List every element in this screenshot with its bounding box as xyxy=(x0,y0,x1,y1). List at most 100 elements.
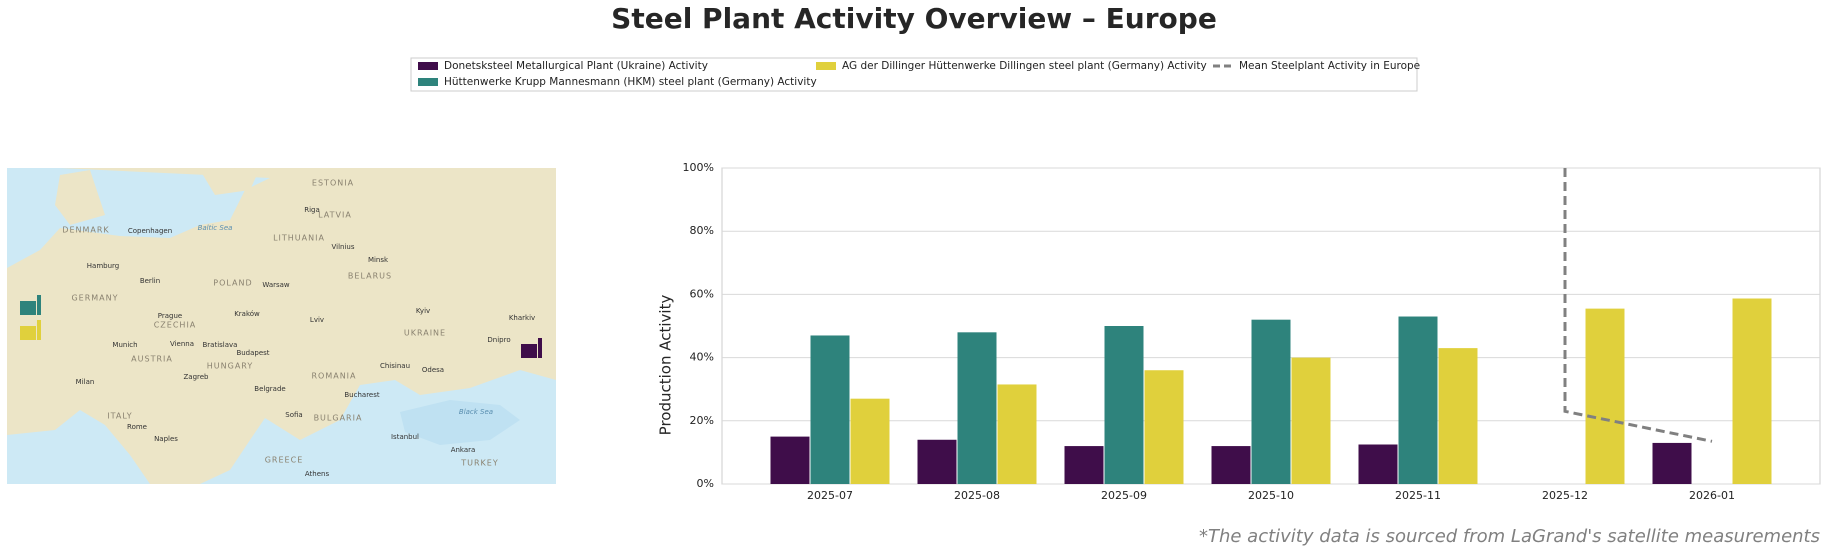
map-label: Athens xyxy=(305,470,330,478)
map-label: Bratislava xyxy=(203,341,238,349)
map-label: ESTONIA xyxy=(312,179,354,188)
map-label: Black Sea xyxy=(459,408,493,416)
map-label: Kharkiv xyxy=(509,314,535,322)
map-label: GERMANY xyxy=(71,294,118,303)
bar xyxy=(1251,319,1291,484)
bar xyxy=(1732,298,1772,484)
x-tick-label: 2025-07 xyxy=(807,489,853,502)
map-label: DENMARK xyxy=(62,226,109,235)
map-land xyxy=(7,168,556,484)
map-label: TURKEY xyxy=(460,459,499,468)
x-tick-label: 2025-08 xyxy=(954,489,1000,502)
map-label: Budapest xyxy=(236,349,269,357)
map-label: POLAND xyxy=(213,279,252,288)
map-label: Riga xyxy=(304,206,320,214)
y-tick-label: 20% xyxy=(690,414,714,427)
x-tick-label: 2026-01 xyxy=(1689,489,1735,502)
map-baltic xyxy=(125,186,215,232)
map-label: CZECHIA xyxy=(154,321,197,330)
map-label: Sofia xyxy=(285,411,302,419)
map-label: LITHUANIA xyxy=(273,234,325,243)
map-label: Baltic Sea xyxy=(198,224,233,232)
bar xyxy=(997,384,1037,484)
bar xyxy=(770,436,810,484)
plant-chimney xyxy=(37,320,41,340)
chart-title: Steel Plant Activity Overview – Europe xyxy=(611,2,1217,35)
bar xyxy=(1064,446,1104,484)
map-label: Istanbul xyxy=(391,433,419,441)
map-label: Rome xyxy=(127,423,147,431)
map-label: GREECE xyxy=(265,456,304,465)
y-tick-label: 40% xyxy=(690,351,714,364)
plant-chimney xyxy=(538,338,542,358)
map-label: BULGARIA xyxy=(314,414,363,423)
map-label: UKRAINE xyxy=(404,329,446,338)
map-label: Zagreb xyxy=(183,373,209,381)
map-black-sea xyxy=(400,400,520,445)
map-label: Minsk xyxy=(368,256,389,264)
legend-swatch xyxy=(418,78,438,86)
map-label: Milan xyxy=(76,378,95,386)
bar xyxy=(1438,348,1478,484)
map-label: LATVIA xyxy=(318,211,352,220)
y-tick-label: 80% xyxy=(690,224,714,237)
map-label: Berlin xyxy=(140,277,160,285)
bar xyxy=(1144,370,1184,484)
bar xyxy=(917,439,957,484)
x-tick-label: 2025-11 xyxy=(1395,489,1441,502)
map-label: Copenhagen xyxy=(128,227,172,235)
map-label: AUSTRIA xyxy=(131,355,173,364)
bar xyxy=(1358,444,1398,484)
legend-label: Donetsksteel Metallurgical Plant (Ukrain… xyxy=(444,60,708,72)
plant-chimney xyxy=(37,295,41,315)
map-label: Bucharest xyxy=(344,391,379,399)
legend-box xyxy=(410,57,1418,92)
legend-label: Mean Steelplant Activity in Europe xyxy=(1239,60,1420,72)
bar xyxy=(1211,446,1251,484)
x-tick-label: 2025-09 xyxy=(1101,489,1147,502)
legend-label: AG der Dillinger Hüttenwerke Dillingen s… xyxy=(842,60,1207,72)
x-tick-label: 2025-10 xyxy=(1248,489,1294,502)
map-label: HUNGARY xyxy=(207,362,253,371)
map-label: Chisinau xyxy=(380,362,410,370)
mean-line xyxy=(1563,168,1713,443)
map-label: ITALY xyxy=(107,412,132,421)
map-label: ROMANIA xyxy=(311,372,356,381)
legend-swatch xyxy=(418,62,438,70)
map-label: Prague xyxy=(158,312,182,320)
map-label: Kraków xyxy=(234,310,260,318)
footnote: *The activity data is sourced from LaGra… xyxy=(1199,526,1820,547)
map-sweden xyxy=(200,168,260,195)
bar xyxy=(1104,326,1144,484)
map-label: Kyiv xyxy=(416,307,430,315)
y-tick-label: 60% xyxy=(690,287,714,300)
plant-icon xyxy=(20,326,36,340)
map-label: Ankara xyxy=(451,446,476,454)
bar xyxy=(957,332,997,484)
bar xyxy=(1398,316,1438,484)
bar xyxy=(1652,442,1692,484)
map-label: Lviv xyxy=(310,316,324,324)
bar xyxy=(810,335,850,484)
y-tick-label: 100% xyxy=(683,161,714,174)
map-denmark xyxy=(55,170,105,225)
map-label: Naples xyxy=(154,435,178,443)
map-label: Warsaw xyxy=(262,281,290,289)
legend-label: Hüttenwerke Krupp Mannesmann (HKM) steel… xyxy=(444,76,817,88)
map-label: Vilnius xyxy=(332,243,355,251)
bar xyxy=(850,398,890,484)
bar xyxy=(1585,308,1625,484)
map-label: Dnipro xyxy=(487,336,510,344)
legend-swatch xyxy=(816,62,836,70)
y-tick-label: 0% xyxy=(697,477,714,490)
plant-icon xyxy=(20,301,36,315)
map-label: Odesa xyxy=(422,366,444,374)
map-label: Belgrade xyxy=(254,385,285,393)
map-label: Vienna xyxy=(170,340,194,348)
y-axis-label: Production Activity xyxy=(657,295,675,436)
map-label: Munich xyxy=(112,341,137,349)
map-label: Hamburg xyxy=(87,262,119,270)
x-tick-label: 2025-12 xyxy=(1542,489,1588,502)
